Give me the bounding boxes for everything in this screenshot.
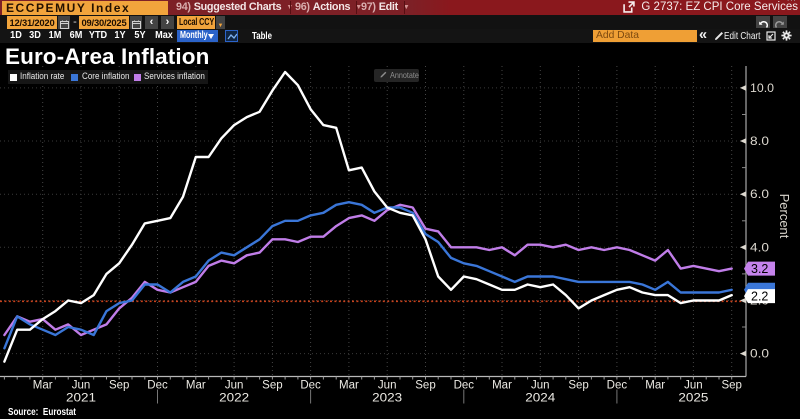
svg-text:Jun: Jun <box>684 380 703 392</box>
svg-text:Jun: Jun <box>72 380 91 392</box>
svg-text:2024: 2024 <box>525 393 556 405</box>
svg-text:8.0: 8.0 <box>750 136 769 148</box>
svg-text:10.0: 10.0 <box>750 83 774 95</box>
svg-text:Mar: Mar <box>339 380 359 392</box>
svg-text:Jun: Jun <box>225 380 244 392</box>
svg-text:Dec: Dec <box>607 380 628 392</box>
svg-text:2025: 2025 <box>678 393 708 405</box>
svg-text:Mar: Mar <box>186 380 206 392</box>
svg-text:Mar: Mar <box>33 380 53 392</box>
svg-text:Sep: Sep <box>568 380 588 392</box>
svg-text:Jun: Jun <box>531 380 550 392</box>
svg-text:Mar: Mar <box>492 380 512 392</box>
svg-text:2.2: 2.2 <box>751 290 768 304</box>
svg-text:2023: 2023 <box>372 393 402 405</box>
svg-text:Source: Eurostat: Source: Eurostat <box>8 407 77 418</box>
svg-text:Sep: Sep <box>262 380 282 392</box>
svg-text:Sep: Sep <box>109 380 129 392</box>
svg-text:Sep: Sep <box>721 380 741 392</box>
svg-text:Jun: Jun <box>378 380 397 392</box>
svg-text:0.0: 0.0 <box>750 349 769 361</box>
svg-text:Dec: Dec <box>454 380 475 392</box>
svg-text:2021: 2021 <box>66 393 96 405</box>
svg-text:4.0: 4.0 <box>750 242 769 254</box>
svg-text:Percent: Percent <box>777 194 792 239</box>
svg-text:6.0: 6.0 <box>750 189 769 201</box>
svg-text:Dec: Dec <box>300 380 321 392</box>
svg-text:Dec: Dec <box>147 380 168 392</box>
svg-text:3.2: 3.2 <box>751 262 768 276</box>
svg-text:Sep: Sep <box>415 380 435 392</box>
svg-text:Mar: Mar <box>645 380 665 392</box>
svg-text:2022: 2022 <box>219 393 249 405</box>
